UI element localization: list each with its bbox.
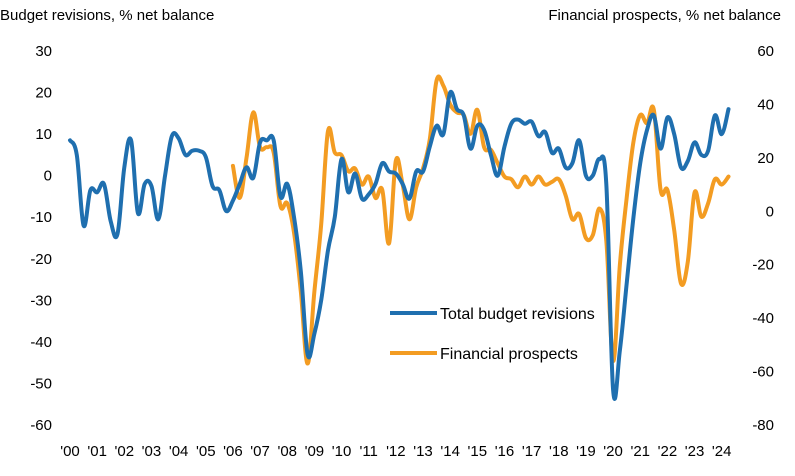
right-axis-title: Financial prospects, % net balance [548, 7, 781, 24]
right-tick-label: -60 [752, 364, 774, 381]
x-tick-label: '22 [658, 443, 678, 460]
left-tick-label: -40 [30, 334, 52, 351]
x-tick-label: '10 [332, 443, 352, 460]
left-axis-title: Budget revisions, % net balance [0, 7, 215, 24]
x-tick-label: '17 [522, 443, 542, 460]
x-tick-label: '12 [386, 443, 406, 460]
x-tick-label: '15 [468, 443, 488, 460]
x-tick-label: '04 [169, 443, 189, 460]
x-tick-label: '01 [87, 443, 107, 460]
x-tick-label: '24 [712, 443, 732, 460]
x-tick-label: '08 [277, 443, 297, 460]
left-tick-label: 0 [44, 168, 52, 185]
x-tick-label: '23 [685, 443, 705, 460]
x-tick-label: '00 [60, 443, 80, 460]
legend-total-budget-revisions-label: Total budget revisions [440, 306, 595, 323]
x-tick-label: '02 [115, 443, 135, 460]
x-tick-label: '16 [495, 443, 515, 460]
left-tick-label: -60 [30, 417, 52, 434]
x-tick-label: '13 [413, 443, 433, 460]
x-tick-label: '19 [576, 443, 596, 460]
right-tick-label: -80 [752, 417, 774, 434]
right-tick-label: -40 [752, 310, 774, 327]
x-tick-label: '06 [223, 443, 243, 460]
right-tick-label: -20 [752, 257, 774, 274]
x-tick-label: '20 [603, 443, 623, 460]
legend: Total budget revisions Financial prospect… [390, 306, 595, 363]
x-tick-label: '07 [250, 443, 270, 460]
series-line-financial-prospects [230, 74, 731, 366]
x-tick-label: '11 [359, 443, 377, 460]
x-axis-ticks: '00 '01 '02 '03 '04 '05 '06 '07 '08 '09 '10 '11 '12 '… [60, 443, 731, 460]
left-tick-label: -10 [30, 209, 52, 226]
left-tick-label: -50 [30, 375, 52, 392]
right-tick-label: 60 [757, 43, 774, 60]
left-tick-label: 30 [35, 43, 52, 60]
x-tick-label: '18 [549, 443, 569, 460]
series-lines [68, 74, 731, 401]
legend-financial-prospects-label: Financial prospects [440, 346, 578, 363]
right-tick-label: 20 [757, 150, 774, 167]
left-tick-label: 10 [35, 126, 52, 143]
x-tick-label: '14 [440, 443, 460, 460]
right-tick-label: 0 [766, 203, 774, 220]
left-tick-label: -20 [30, 251, 52, 268]
right-tick-label: 40 [757, 96, 774, 113]
left-tick-label: -30 [30, 292, 52, 309]
x-tick-label: '03 [142, 443, 162, 460]
x-tick-label: '09 [305, 443, 325, 460]
x-tick-label: '21 [630, 443, 650, 460]
left-tick-label: 20 [35, 85, 52, 102]
left-axis-ticks: 30 20 10 0 -10 -20 -30 -40 -50 -60 [30, 43, 52, 434]
x-tick-label: '05 [196, 443, 216, 460]
series-line-total-budget-revisions [68, 89, 731, 401]
right-axis-ticks: 60 40 20 0 -20 -40 -60 -80 [752, 43, 774, 434]
